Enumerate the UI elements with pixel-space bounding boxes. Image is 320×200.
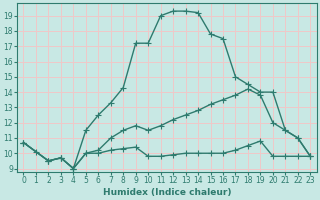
X-axis label: Humidex (Indice chaleur): Humidex (Indice chaleur): [103, 188, 231, 197]
